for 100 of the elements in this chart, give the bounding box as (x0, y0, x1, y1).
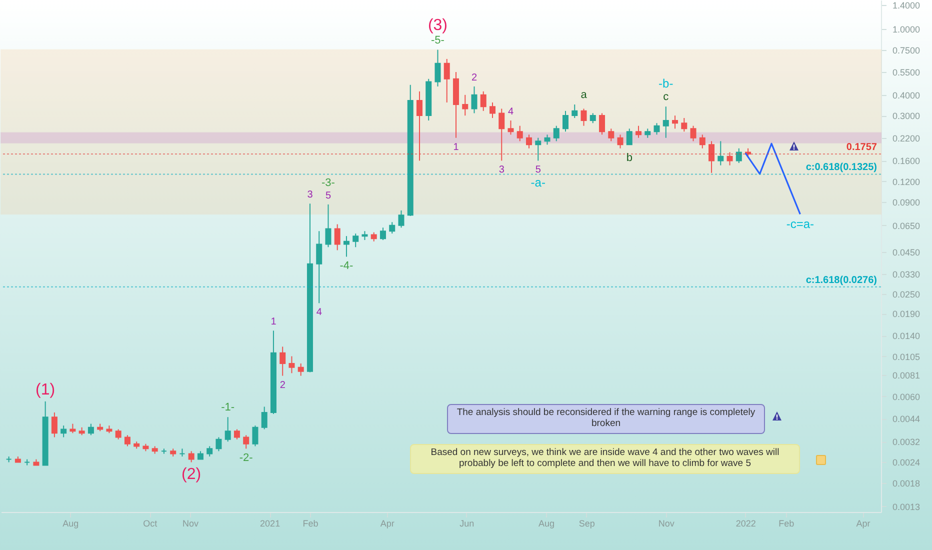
annotation: 4 (508, 106, 514, 118)
annotation: c (663, 91, 670, 104)
candlestick (526, 134, 532, 149)
x-tick-label: Nov (658, 518, 675, 528)
ref-line-label: c:1.618(0.0276) (806, 274, 877, 286)
candlestick (599, 112, 606, 136)
x-tick-label: Apr (380, 518, 394, 528)
candlestick (580, 108, 587, 126)
candlestick (398, 210, 404, 228)
candlestick (343, 236, 350, 258)
candlestick (471, 86, 478, 114)
x-tick-label: Oct (143, 518, 158, 528)
annotation: -4- (340, 260, 354, 272)
y-tick-label: 0.0450 (892, 247, 920, 258)
candlestick (654, 122, 660, 136)
candlestick (590, 112, 596, 124)
annotation: 4 (316, 307, 322, 318)
y-tick-label: 0.0060 (892, 392, 920, 402)
candlestick (572, 104, 578, 118)
y-tick-label: 1.0000 (892, 24, 920, 35)
candlestick (380, 227, 386, 241)
y-tick-label: 0.0330 (892, 270, 920, 280)
candlestick (60, 425, 67, 438)
annotation: (3) (428, 16, 448, 34)
x-tick-label: Aug (62, 518, 79, 528)
x-tick-label: Aug (538, 518, 554, 528)
x-tick-label: Jun (460, 518, 474, 528)
y-tick-label: 0.5500 (892, 68, 920, 78)
annotation: 5 (535, 164, 542, 176)
ref-line-label: c:0.618(0.1325) (806, 162, 877, 174)
candlestick (334, 224, 340, 251)
candlestick (88, 423, 94, 436)
candlestick (516, 125, 523, 142)
candlestick (708, 140, 715, 174)
candlestick (480, 90, 486, 112)
y-tick-label: 0.1200 (892, 176, 920, 187)
candlestick (115, 428, 122, 440)
annotation: 2 (471, 72, 478, 84)
candlestick (280, 346, 286, 376)
candlestick (544, 134, 550, 146)
x-tick-label: Feb (302, 518, 318, 528)
y-tick-label: 0.1600 (892, 156, 920, 166)
candlestick (234, 428, 240, 440)
y-tick-label: 0.0081 (892, 370, 920, 380)
y-tick-label: 0.0650 (892, 220, 920, 231)
candlestick (498, 108, 505, 162)
x-tick-label: Sep (578, 518, 595, 528)
annotation: b (626, 152, 632, 164)
line-series (744, 142, 801, 215)
candlestick (508, 120, 514, 136)
candlestick (726, 152, 733, 166)
annotation: 3 (498, 164, 505, 176)
annotation: (1) (36, 381, 56, 398)
y-tick-label: 0.7500 (892, 45, 920, 56)
candlestick (261, 406, 268, 430)
candlestick (188, 450, 194, 463)
y-tick-label: 0.4000 (892, 90, 920, 100)
candlestick (51, 412, 58, 438)
y-tick-label: 0.0250 (892, 289, 920, 300)
annotation: a (580, 88, 588, 101)
candlestick (681, 117, 688, 132)
annotation: 3 (307, 190, 314, 201)
x-tick-label: 2021 (260, 518, 280, 528)
candlestick (252, 425, 258, 447)
candlestick (352, 233, 359, 248)
y-tick-label: 0.0018 (892, 478, 920, 488)
note-box: Based on new surveys, we think we are inside wave 4 and the other two waves will probably be left to complete and then we will have to climb for wave 5 (410, 444, 800, 474)
annotation: -3- (322, 176, 336, 189)
candlestick (736, 148, 742, 164)
annotation: 1 (453, 142, 460, 153)
candlestick (562, 110, 569, 132)
candlestick (626, 128, 632, 146)
candlestick (535, 137, 542, 162)
candlestick (389, 222, 396, 234)
candlestick (699, 134, 706, 149)
candlestick (662, 106, 669, 138)
candlestick (617, 134, 624, 149)
candlestick (690, 125, 696, 142)
candlestick (179, 448, 186, 457)
annotation: 2 (280, 380, 286, 391)
candlestick (316, 230, 322, 304)
annotation: -2- (239, 452, 254, 464)
ref-line-label: 0.1757 (846, 142, 878, 153)
candlestick (644, 128, 651, 138)
y-tick-label: 0.0190 (892, 309, 920, 320)
y-tick-label: 0.3000 (892, 111, 920, 122)
candlestick (70, 423, 76, 434)
x-tick-label: 2022 (736, 518, 756, 528)
candlestick (370, 232, 377, 242)
y-tick-label: 0.0032 (892, 437, 920, 448)
candlestick (224, 416, 231, 442)
candlestick (206, 446, 213, 457)
candlestick (489, 102, 496, 118)
candlestick (288, 356, 295, 374)
x-tick-label: Apr (856, 518, 870, 528)
y-tick-label: 0.0044 (892, 414, 920, 424)
candlestick (636, 125, 642, 138)
y-tick-label: 0.2200 (892, 133, 920, 144)
candlestick (608, 128, 614, 142)
candlestick (416, 90, 422, 162)
